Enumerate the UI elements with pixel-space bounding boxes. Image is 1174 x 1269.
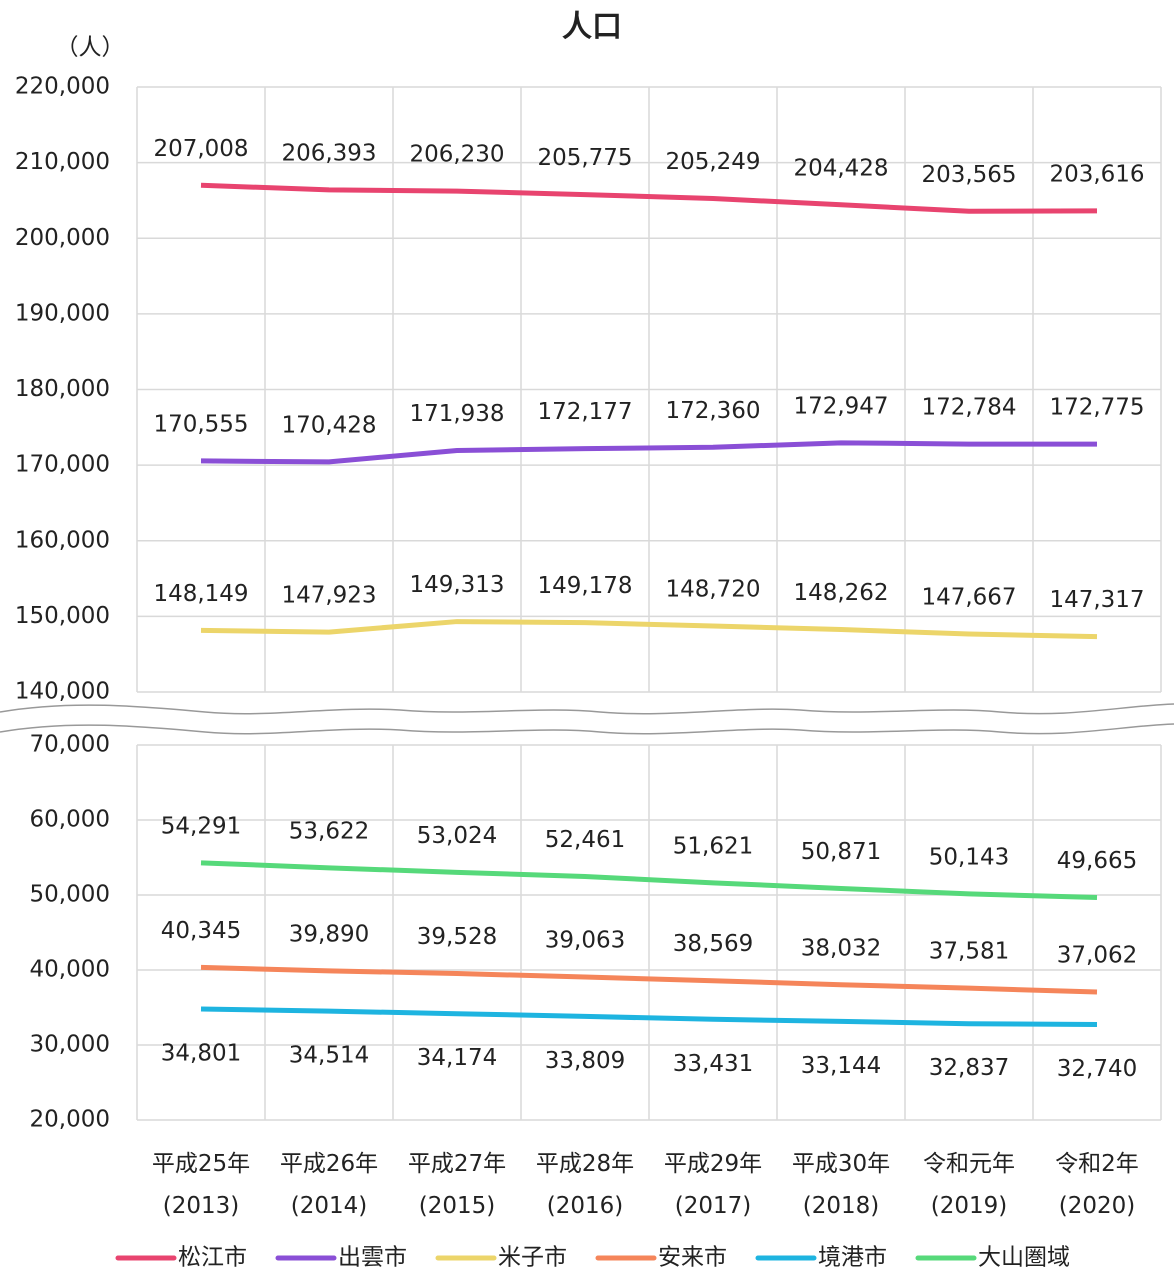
legend-label: 大山圏域	[978, 1245, 1070, 1269]
y-tick-label: 140,000	[15, 679, 110, 705]
y-tick-label: 20,000	[30, 1107, 110, 1133]
y-axis-label: （人）	[56, 35, 125, 61]
legend-label: 米子市	[498, 1245, 567, 1269]
data-label: 149,313	[409, 572, 504, 598]
data-label: 52,461	[545, 827, 625, 853]
y-tick-label: 160,000	[15, 527, 110, 553]
data-label: 34,174	[417, 1045, 497, 1071]
x-tick-label: 平成25年(2013)	[152, 1151, 250, 1219]
data-label: 54,291	[161, 813, 241, 839]
data-label: 203,565	[921, 162, 1016, 188]
data-label: 172,784	[921, 395, 1016, 421]
break-band	[0, 704, 1174, 734]
line	[200, 860, 1098, 901]
x-tick-label: 平成29年(2017)	[664, 1151, 762, 1219]
data-label: 38,569	[673, 931, 753, 957]
data-label: 32,740	[1057, 1056, 1137, 1082]
x-tick-label: 平成27年(2015)	[408, 1151, 506, 1219]
data-label: 147,923	[281, 583, 376, 609]
break-line	[0, 703, 1174, 715]
data-label: 204,428	[793, 155, 888, 181]
data-label: 32,837	[929, 1055, 1009, 1081]
y-tick-label: 180,000	[15, 376, 110, 402]
y-tick-label: 220,000	[15, 74, 110, 100]
data-label: 171,938	[409, 401, 504, 427]
data-label: 147,667	[921, 585, 1016, 611]
data-label: 34,514	[289, 1043, 369, 1069]
y-tick-label: 60,000	[30, 807, 110, 833]
x-tick-label: 令和2年(2020)	[1055, 1151, 1139, 1219]
data-label: 148,720	[665, 577, 760, 603]
data-label: 34,801	[161, 1040, 241, 1066]
data-label: 203,616	[1049, 161, 1144, 187]
data-label: 205,249	[665, 149, 760, 175]
data-label: 50,871	[801, 839, 881, 865]
data-label: 147,317	[1049, 587, 1144, 613]
line	[200, 1006, 1098, 1027]
line	[200, 964, 1098, 995]
data-label: 149,178	[537, 573, 632, 599]
plot: 140,000 150,000 160,000 170,000 180,000 190,0…	[15, 74, 1162, 1269]
data-label: 170,428	[281, 412, 376, 438]
data-label: 172,947	[793, 393, 888, 419]
y-tick-label: 70,000	[30, 732, 110, 758]
break-line	[0, 723, 1174, 735]
axis-break	[0, 703, 1174, 735]
data-label: 172,360	[665, 398, 760, 424]
labels: 207,008 206,393 206,230 205,775 205,249 204,4…	[153, 136, 1144, 1082]
x-tick-label: 平成28年(2016)	[536, 1151, 634, 1219]
data-label: 170,555	[153, 411, 248, 437]
y-tick-label: 150,000	[15, 603, 110, 629]
data-label: 172,775	[1049, 395, 1144, 421]
data-label: 37,581	[929, 939, 1009, 965]
data-label: 49,665	[1057, 848, 1137, 874]
data-label: 39,063	[545, 928, 625, 954]
data-label: 207,008	[153, 136, 248, 162]
data-label: 40,345	[161, 918, 241, 944]
data-label: 206,230	[409, 142, 504, 168]
data-label: 206,393	[281, 140, 376, 166]
y-tick-label: 30,000	[30, 1032, 110, 1058]
data-label: 39,528	[417, 924, 497, 950]
data-label: 38,032	[801, 935, 881, 961]
legend-label: 出雲市	[338, 1245, 407, 1269]
legend-label: 松江市	[178, 1245, 247, 1269]
data-label: 50,143	[929, 844, 1009, 870]
y-tick-label: 50,000	[30, 882, 110, 908]
data-label: 39,890	[289, 921, 369, 947]
data-label: 148,262	[793, 580, 888, 606]
data-label: 33,144	[801, 1053, 881, 1079]
x-tick-label: 平成30年(2018)	[792, 1151, 890, 1219]
data-label: 148,149	[153, 581, 248, 607]
data-label: 172,177	[537, 399, 632, 425]
data-label: 53,024	[417, 823, 497, 849]
data-label: 33,809	[545, 1048, 625, 1074]
y-tick-label: 210,000	[15, 149, 110, 175]
data-label: 33,431	[673, 1051, 753, 1077]
x-tick-label: 平成26年(2014)	[280, 1151, 378, 1219]
chart-title: 人口	[562, 10, 622, 45]
data-label: 51,621	[673, 833, 753, 859]
y-tick-label: 200,000	[15, 225, 110, 251]
line	[200, 619, 1098, 640]
y-tick-label: 170,000	[15, 452, 110, 478]
legend-label: 境港市	[818, 1245, 887, 1269]
data-label: 205,775	[537, 145, 632, 171]
legend-label: 安来市	[658, 1245, 727, 1269]
y-tick-label: 40,000	[30, 957, 110, 983]
data-label: 37,062	[1057, 943, 1137, 969]
line	[200, 440, 1098, 465]
x-tick-label: 令和元年(2019)	[923, 1151, 1015, 1219]
line	[200, 182, 1098, 214]
y-tick-label: 190,000	[15, 300, 110, 326]
data-label: 53,622	[289, 818, 369, 844]
